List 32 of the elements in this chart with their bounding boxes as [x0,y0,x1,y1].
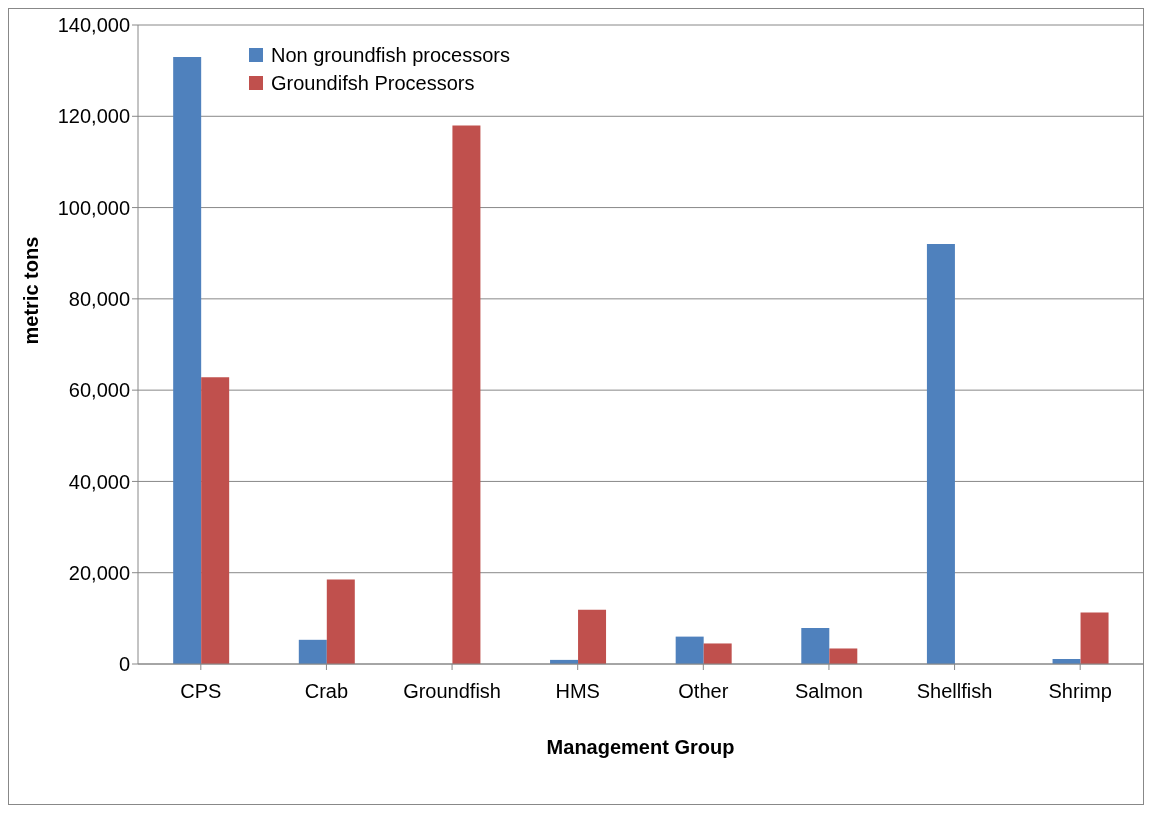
x-axis-title: Management Group [546,736,735,758]
y-tick-label: 40,000 [68,470,130,493]
x-tick-label: Shellfish [916,680,993,703]
bar [578,609,607,664]
x-tick-label: Salmon [795,680,863,703]
y-tick-label: 0 [118,653,130,676]
y-tick-label: 120,000 [57,105,130,128]
y-tick-label: 140,000 [57,14,130,37]
legend-label: Non groundfish processors [271,43,511,68]
x-tick-label: Crab [304,680,349,703]
bar [173,56,202,664]
bar [298,639,327,664]
bar [326,579,355,664]
x-tick-label: Groundfish [403,680,501,703]
y-tick-label: 100,000 [57,196,130,219]
x-tick-label: HMS [555,680,600,703]
y-tick-label: 20,000 [68,561,130,584]
y-tick-label: 80,000 [68,287,130,310]
bar [675,636,704,664]
bar [829,648,858,664]
y-tick-label: 60,000 [68,379,130,402]
bar [452,125,481,664]
y-axis-title: metric tons [20,236,43,345]
bar [201,377,230,664]
legend-label: Groundifsh Processors [271,71,475,96]
x-tick-label: CPS [180,680,222,703]
bar [703,643,732,664]
bar [801,627,830,664]
x-tick-label: Shrimp [1048,680,1112,703]
bar [926,244,955,664]
bar [1080,612,1109,664]
x-tick-label: Other [678,680,729,703]
